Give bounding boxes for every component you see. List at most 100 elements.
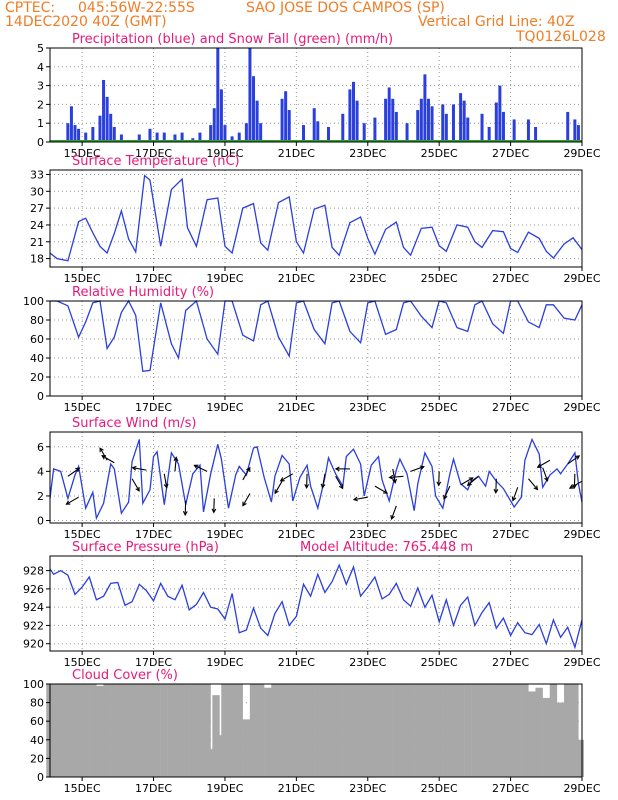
y-tick-label: 21 [30,236,44,249]
wind-vector [321,473,326,488]
wind-vector [467,475,479,486]
y-tick-label: 40 [30,734,44,747]
x-tick-label: 19DEC [206,272,243,285]
wind-vector-head [193,464,199,470]
x-tick-label: 27DEC [492,782,529,795]
bar [230,136,234,142]
bar [223,125,227,142]
x-tick-label: 21DEC [278,272,315,285]
bar [421,684,429,777]
bar [542,697,550,777]
wind-vector-head [392,478,398,484]
y-tick-label: 18 [30,253,44,266]
wind-vector [242,493,251,506]
y-tick-label: 4 [37,61,44,74]
bar [521,684,529,777]
bar [449,684,458,777]
x-tick-label: 27DEC [492,401,529,414]
bar [466,117,470,142]
bar [110,684,118,777]
x-tick-label: 17DEC [135,782,172,795]
wind-vector-head [279,477,285,482]
x-tick-label: 29DEC [563,656,600,669]
wind-vector [66,496,79,505]
x-tick-label: 15DEC [64,782,101,795]
y-tick-label: 80 [30,697,44,710]
bar [91,126,95,142]
wind-vector [460,477,474,486]
bar [321,684,329,777]
wind-vector-head [173,456,179,462]
y-tick-label: 40 [30,352,44,365]
panel-title: Surface Temperature (nC) [72,154,240,169]
bar [506,684,515,777]
panel-title: Precipitation (blue) and Snow Fall (gree… [72,32,393,47]
bar [349,684,358,777]
bar [387,87,391,142]
wind-vector-head [572,483,577,489]
header-grid-note: Vertical Grid Line: 40Z [418,14,575,30]
y-tick-label: 0 [37,390,44,403]
wind-vector [392,468,396,483]
x-tick-label: 15DEC [64,528,101,541]
x-tick-label: 27DEC [492,272,529,285]
bar [378,684,386,777]
panel-3 [46,299,583,400]
y-tick-label: 20 [30,752,44,765]
bar [228,684,236,777]
wind-vector-head [274,489,279,495]
bar [137,134,141,142]
x-tick-label: 23DEC [349,272,386,285]
bar [216,48,220,142]
bar [456,684,465,777]
y-tick-label: 6 [37,441,44,454]
bar [244,123,248,142]
bar [249,684,258,777]
bar [556,702,565,777]
wind-vector [410,466,424,472]
y-tick-label: 100 [23,678,44,691]
series-line [49,563,583,650]
bar [264,687,272,777]
y-tick-label: 20 [30,371,44,384]
x-tick-label: 29DEC [563,401,600,414]
bar [103,684,111,777]
wind-vector-head [182,511,188,517]
panel-frame [49,169,583,268]
panel-1 [46,47,583,146]
bar [146,684,154,777]
bar [105,96,109,142]
y-tick-label: 27 [30,202,44,215]
wind-vector-head [568,484,574,489]
panel-frame [49,683,583,778]
bar [148,128,152,142]
bar [362,123,366,142]
bar [259,123,263,142]
bar [212,108,216,142]
series-line [50,299,583,373]
y-tick-label: 2 [37,98,44,111]
wind-vector-head [320,483,326,489]
x-tick-label: 19DEC [206,782,243,795]
wind-vector [335,475,344,489]
x-tick-label: 29DEC [563,272,600,285]
bar [153,684,161,777]
bar [406,684,415,777]
x-tick-label: 25DEC [421,528,458,541]
wind-vector-head [468,477,474,482]
wind-vector-head [338,484,344,490]
x-tick-label: 21DEC [278,782,315,795]
bar [74,684,83,777]
bar [435,684,443,777]
bar [462,100,466,142]
bar [498,85,502,142]
y-tick-label: 60 [30,333,44,346]
x-tick-label: 27DEC [492,147,529,160]
y-tick-label: 33 [30,168,44,181]
y-tick-label: 3 [37,80,44,93]
wind-vector-head [493,488,499,494]
bar [566,111,570,142]
y-tick-label: 922 [23,619,44,632]
bar [248,48,252,142]
bar [571,684,579,777]
